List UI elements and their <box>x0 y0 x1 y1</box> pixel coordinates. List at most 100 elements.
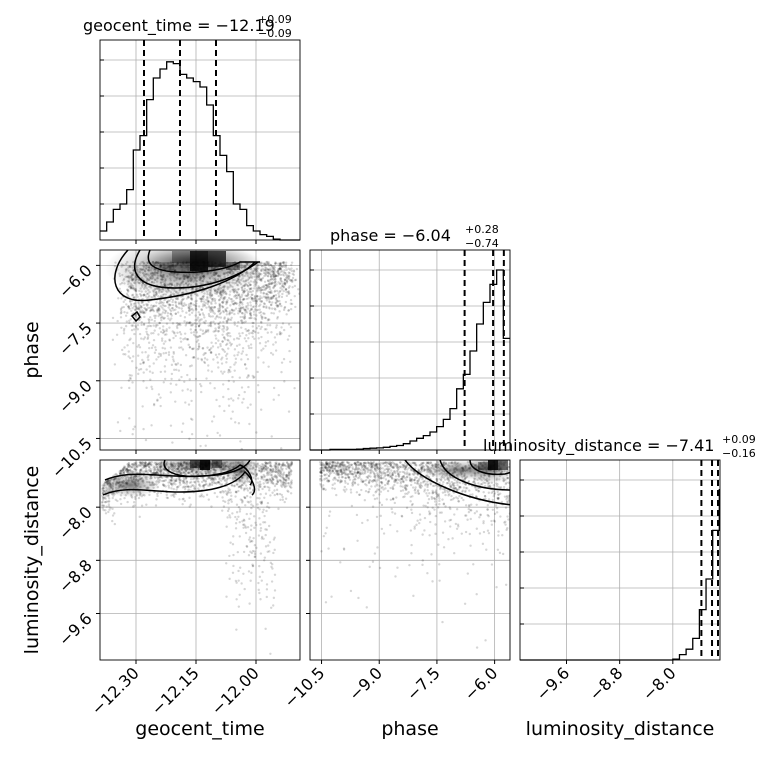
sample-point <box>266 588 268 590</box>
sample-point <box>183 381 185 383</box>
sample-point <box>264 628 266 630</box>
sample-point <box>426 572 428 574</box>
sample-point <box>194 487 196 489</box>
sample-point <box>227 334 229 336</box>
sample-point <box>166 328 168 330</box>
y-tick-label: −10.5 <box>48 434 96 482</box>
sample-point <box>274 476 276 478</box>
sample-point <box>249 496 251 498</box>
sample-point <box>372 561 374 563</box>
sample-point <box>162 347 164 349</box>
sample-point <box>186 374 188 376</box>
sample-point <box>262 478 264 480</box>
panel-phase-vs-luminosity-distance-samples <box>319 461 511 649</box>
x-tick-label: −8.8 <box>586 663 627 704</box>
sample-point <box>263 482 265 484</box>
sample-point <box>244 391 246 393</box>
sample-point <box>247 406 249 408</box>
sample-point <box>170 346 172 348</box>
sample-point <box>280 447 282 449</box>
sample-point <box>183 320 185 322</box>
sample-point <box>172 322 174 324</box>
sample-point <box>285 264 287 266</box>
sample-point <box>161 337 163 339</box>
sample-point <box>332 484 334 486</box>
sample-point <box>195 329 197 331</box>
sample-point <box>152 308 154 310</box>
sample-point <box>163 331 165 333</box>
sample-point <box>240 498 242 500</box>
sample-point <box>178 379 180 381</box>
sample-point <box>202 330 204 332</box>
sample-point <box>123 301 125 303</box>
sample-point <box>284 283 286 285</box>
sample-point <box>147 356 149 358</box>
sample-point <box>189 505 191 507</box>
sample-point <box>198 346 200 348</box>
sample-point <box>118 288 120 290</box>
sample-point <box>156 400 158 402</box>
sample-point <box>428 498 430 500</box>
sample-point <box>277 465 279 467</box>
sample-point <box>133 321 135 323</box>
sample-point <box>204 302 206 304</box>
sample-point <box>197 358 199 360</box>
sample-point <box>154 346 156 348</box>
sample-point <box>257 356 259 358</box>
sample-point <box>294 285 296 287</box>
sample-point <box>291 286 293 288</box>
sample-point <box>261 465 263 467</box>
sample-point <box>214 323 216 325</box>
sample-point <box>369 472 371 474</box>
sample-point <box>426 481 428 483</box>
sample-point <box>164 340 166 342</box>
sample-point <box>178 498 180 500</box>
sample-point <box>258 534 260 536</box>
sample-point <box>229 310 231 312</box>
sample-point <box>181 503 183 505</box>
sample-point <box>268 461 270 463</box>
sample-point <box>245 354 247 356</box>
sample-point <box>286 462 288 464</box>
sample-point <box>264 317 266 319</box>
sample-point <box>148 342 150 344</box>
sample-point <box>288 350 290 352</box>
sample-point <box>160 492 162 494</box>
sample-point <box>229 366 231 368</box>
sample-point <box>250 317 252 319</box>
sample-point <box>145 439 147 441</box>
sample-point <box>273 597 275 599</box>
sample-point <box>285 274 287 276</box>
sample-point <box>293 269 295 271</box>
sample-point <box>165 359 167 361</box>
sample-point <box>262 509 264 511</box>
sample-point <box>160 331 162 333</box>
sample-point <box>414 486 416 488</box>
sample-point <box>188 497 190 499</box>
sample-point <box>199 445 201 447</box>
sample-point <box>170 378 172 380</box>
sample-point <box>258 517 260 519</box>
sample-point <box>155 498 157 500</box>
sample-point <box>233 363 235 365</box>
sample-point <box>102 507 104 509</box>
sample-point <box>242 350 244 352</box>
sample-point <box>356 514 358 516</box>
sample-point <box>202 303 204 305</box>
sample-point <box>276 489 278 491</box>
sample-point <box>259 576 261 578</box>
sample-point <box>257 384 259 386</box>
sample-point <box>252 330 254 332</box>
sample-point <box>128 322 130 324</box>
sample-point <box>287 293 289 295</box>
sample-point <box>232 554 234 556</box>
sample-point <box>223 505 225 507</box>
panel-geocent-time-vs-luminosity-distance-density-cell <box>212 460 222 468</box>
sample-point <box>276 290 278 292</box>
sample-point <box>145 368 147 370</box>
sample-point <box>139 461 141 463</box>
sample-point <box>280 332 282 334</box>
sample-point <box>245 367 247 369</box>
sample-point <box>245 306 247 308</box>
sample-point <box>142 338 144 340</box>
